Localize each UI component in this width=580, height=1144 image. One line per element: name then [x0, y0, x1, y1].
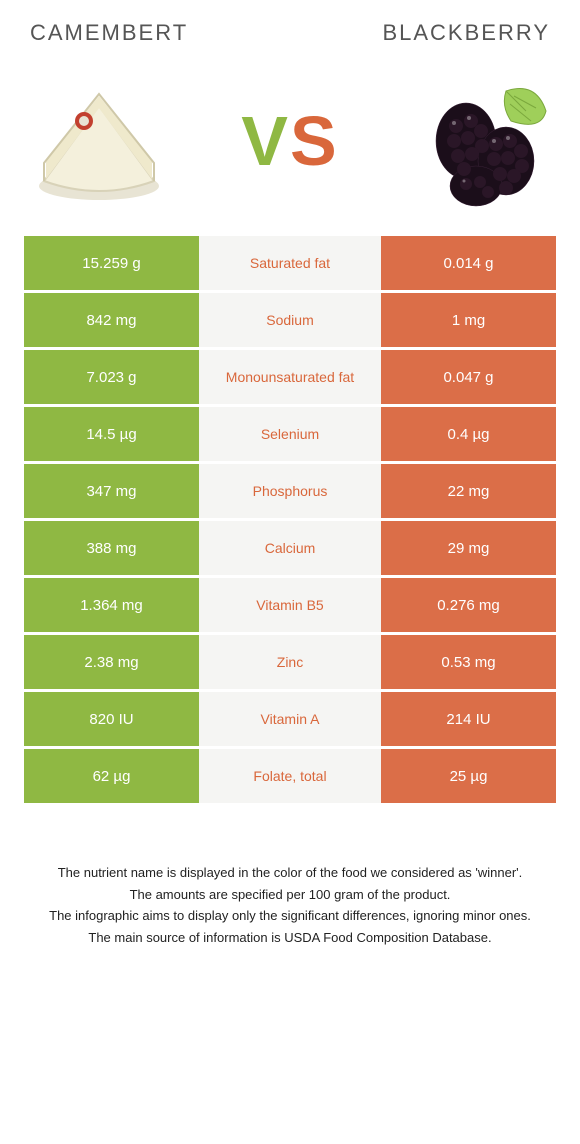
nutrient-label: Vitamin A [199, 692, 381, 746]
camembert-image [24, 66, 174, 216]
vs-v: V [241, 102, 290, 180]
nutrient-table: 15.259 gSaturated fat0.014 g842 mgSodium… [24, 236, 556, 803]
blackberry-image [406, 66, 556, 216]
food-b-title: BLACKBERRY [382, 20, 550, 46]
table-row: 347 mgPhosphorus22 mg [24, 464, 556, 518]
right-value: 0.014 g [381, 236, 556, 290]
footnote-line: The nutrient name is displayed in the co… [34, 863, 546, 883]
nutrient-label: Vitamin B5 [199, 578, 381, 632]
nutrient-label: Selenium [199, 407, 381, 461]
images-row: VS [24, 56, 556, 236]
left-value: 15.259 g [24, 236, 199, 290]
table-row: 7.023 gMonounsaturated fat0.047 g [24, 350, 556, 404]
nutrient-label: Sodium [199, 293, 381, 347]
table-row: 2.38 mgZinc0.53 mg [24, 635, 556, 689]
right-value: 214 IU [381, 692, 556, 746]
table-row: 842 mgSodium1 mg [24, 293, 556, 347]
table-row: 14.5 µgSelenium0.4 µg [24, 407, 556, 461]
footnotes: The nutrient name is displayed in the co… [24, 863, 556, 947]
table-row: 62 µgFolate, total25 µg [24, 749, 556, 803]
left-value: 14.5 µg [24, 407, 199, 461]
right-value: 22 mg [381, 464, 556, 518]
table-row: 820 IUVitamin A214 IU [24, 692, 556, 746]
table-row: 388 mgCalcium29 mg [24, 521, 556, 575]
left-value: 347 mg [24, 464, 199, 518]
footnote-line: The amounts are specified per 100 gram o… [34, 885, 546, 905]
table-row: 15.259 gSaturated fat0.014 g [24, 236, 556, 290]
footnote-line: The infographic aims to display only the… [34, 906, 546, 926]
nutrient-label: Folate, total [199, 749, 381, 803]
right-value: 0.047 g [381, 350, 556, 404]
left-value: 820 IU [24, 692, 199, 746]
vs-s: S [290, 102, 339, 180]
nutrient-label: Phosphorus [199, 464, 381, 518]
left-value: 842 mg [24, 293, 199, 347]
nutrient-label: Calcium [199, 521, 381, 575]
left-value: 388 mg [24, 521, 199, 575]
nutrient-label: Saturated fat [199, 236, 381, 290]
right-value: 0.276 mg [381, 578, 556, 632]
table-row: 1.364 mgVitamin B50.276 mg [24, 578, 556, 632]
left-value: 62 µg [24, 749, 199, 803]
left-value: 7.023 g [24, 350, 199, 404]
right-value: 1 mg [381, 293, 556, 347]
left-value: 1.364 mg [24, 578, 199, 632]
vs-label: VS [241, 101, 338, 181]
food-a-title: CAMEMBERT [30, 20, 188, 46]
nutrient-label: Monounsaturated fat [199, 350, 381, 404]
header-row: CAMEMBERT BLACKBERRY [24, 20, 556, 56]
right-value: 29 mg [381, 521, 556, 575]
footnote-line: The main source of information is USDA F… [34, 928, 546, 948]
right-value: 0.53 mg [381, 635, 556, 689]
nutrient-label: Zinc [199, 635, 381, 689]
left-value: 2.38 mg [24, 635, 199, 689]
right-value: 0.4 µg [381, 407, 556, 461]
right-value: 25 µg [381, 749, 556, 803]
